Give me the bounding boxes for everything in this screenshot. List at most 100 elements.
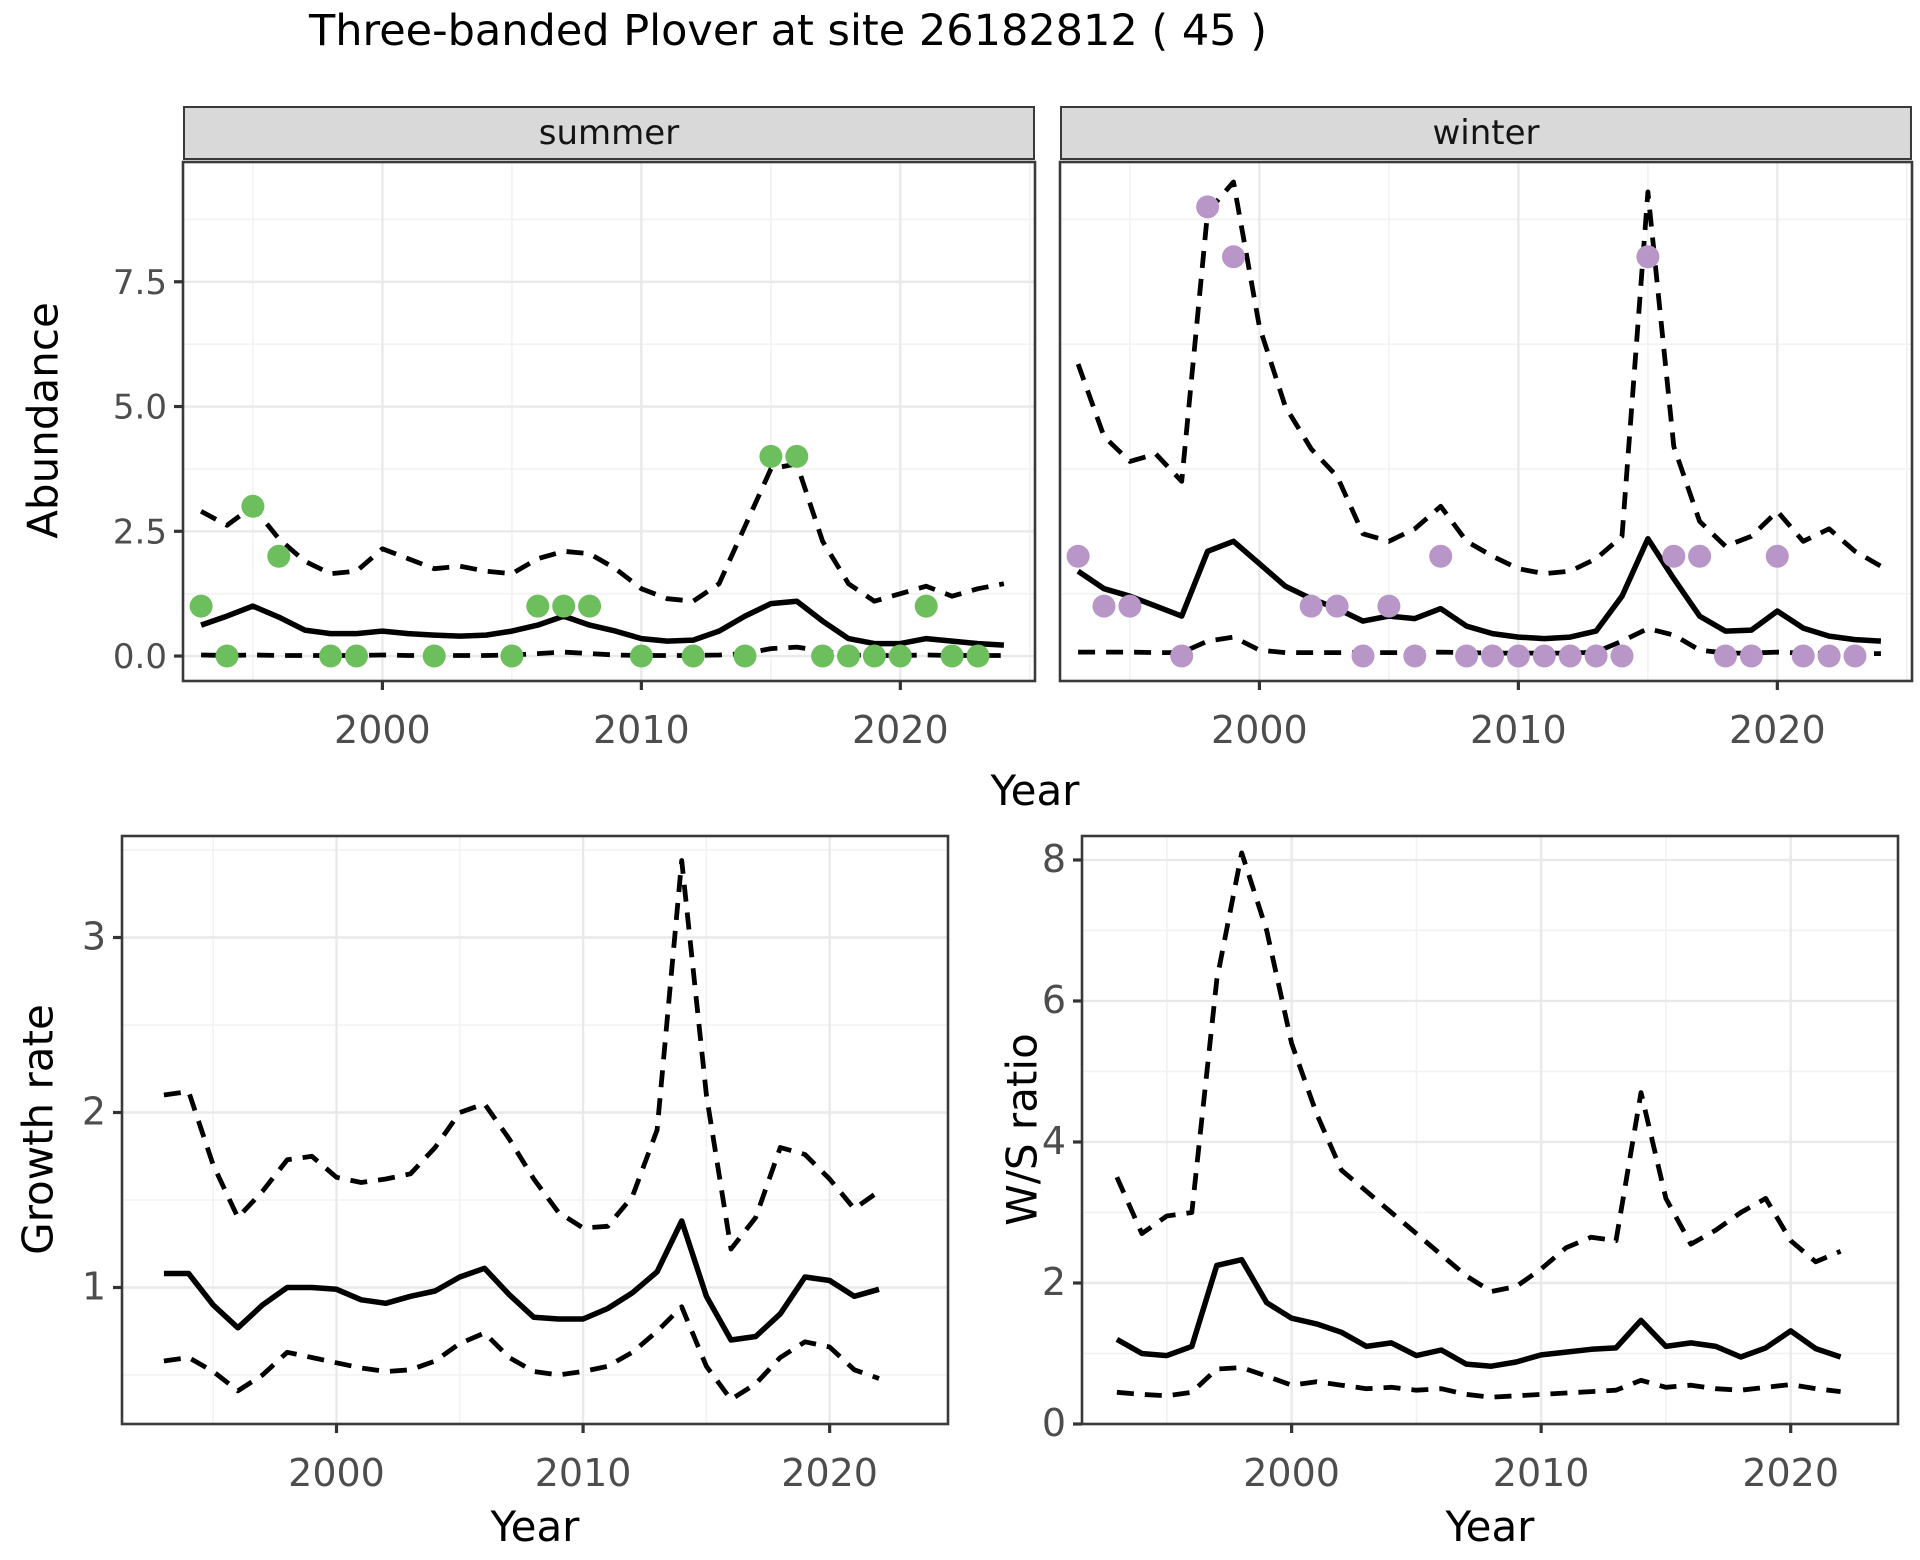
lower-ci-line	[201, 644, 1004, 658]
y-axis-title-ws-ratio: W/S ratio	[997, 1033, 1047, 1226]
data-point	[681, 644, 705, 668]
y-tick-label: 7.5	[113, 263, 167, 303]
x-tick-label: 2020	[852, 708, 949, 752]
data-point	[1066, 544, 1090, 568]
data-point	[319, 644, 343, 668]
median-line	[200, 598, 1005, 648]
x-tick-label: 2020	[781, 1451, 878, 1495]
data-point	[1714, 644, 1737, 668]
y-tick-label: 6	[1042, 978, 1066, 1022]
data-point	[966, 644, 990, 668]
x-tick-label: 2020	[1742, 1451, 1839, 1495]
x-tick-label: 2020	[1729, 708, 1826, 752]
panel-background	[1082, 836, 1898, 1424]
data-point	[1662, 544, 1686, 568]
data-point	[1170, 644, 1194, 668]
data-point	[1299, 594, 1323, 618]
data-point	[629, 644, 653, 668]
data-point	[1506, 644, 1530, 668]
panel-background	[122, 836, 948, 1424]
data-point	[1429, 544, 1453, 568]
x-tick-label: 2000	[334, 708, 431, 752]
data-point	[1610, 644, 1634, 668]
panel-background	[1060, 162, 1912, 681]
facet-strip-winter-label: winter	[1432, 113, 1540, 153]
data-point	[1843, 644, 1867, 668]
facet-strip-winter: winter	[1060, 106, 1912, 160]
data-point	[1817, 644, 1841, 668]
data-point	[1481, 644, 1504, 668]
upper-ci-line	[163, 858, 881, 1252]
median-line	[1115, 1256, 1842, 1369]
x-tick-label: 2010	[1493, 1451, 1590, 1495]
data-point	[526, 594, 550, 618]
data-point	[1325, 594, 1349, 618]
panel-border	[120, 834, 950, 1426]
data-point	[578, 594, 602, 618]
x-tick-label: 2000	[1243, 1451, 1340, 1495]
panel-ws_ratio: 2000 2010 2020 0 2 4 6 8	[1042, 834, 1900, 1495]
facet-strip-summer: summer	[183, 106, 1035, 160]
data-point	[1532, 644, 1556, 668]
y-tick-label: 4	[1042, 1119, 1066, 1163]
upper-ci-line	[199, 461, 1005, 604]
lower-ci-line	[163, 1304, 880, 1402]
data-point	[1455, 644, 1479, 668]
data-point	[785, 444, 809, 468]
data-point	[837, 644, 860, 668]
y-tick-label: 2.5	[113, 512, 167, 552]
data-point	[345, 644, 368, 668]
data-point	[1118, 594, 1142, 618]
data-point	[759, 444, 783, 468]
y-axis-title-abundance: Abundance	[18, 302, 68, 539]
data-point	[422, 644, 446, 668]
data-point	[1558, 644, 1582, 668]
y-tick-label: 1	[82, 1265, 106, 1309]
panel-border	[1080, 834, 1900, 1426]
y-tick-label: 2	[82, 1090, 106, 1134]
x-tick-label: 2010	[1470, 708, 1567, 752]
panel-border	[1058, 160, 1914, 683]
y-axis-title-growth-rate: Growth rate	[13, 1004, 63, 1255]
facet-strip-summer-label: summer	[538, 113, 680, 153]
data-point	[500, 644, 524, 668]
data-point	[1403, 644, 1427, 668]
data-point	[552, 594, 576, 618]
data-point	[1196, 195, 1220, 219]
y-tick-label: 3	[82, 915, 106, 959]
chart-title: Three-banded Plover at site 26182812 ( 4…	[308, 6, 1268, 56]
panel-border	[181, 160, 1037, 683]
x-axis-title-ws-ratio: Year	[1445, 1502, 1535, 1551]
x-tick-label: 2000	[288, 1451, 385, 1495]
data-point	[267, 544, 291, 568]
panel-background	[183, 162, 1035, 681]
panel-growth_rate: 2000 2010 2020 1 2 3	[82, 834, 950, 1495]
panel-abundance_winter: 2000 2010 2020	[1058, 160, 1914, 752]
data-point	[862, 644, 886, 668]
y-tick-label: 0.0	[113, 637, 167, 677]
data-point	[733, 644, 757, 668]
y-tick-label: 8	[1042, 837, 1066, 881]
data-point	[241, 494, 265, 518]
data-point	[1791, 644, 1815, 668]
upper-ci-line	[1114, 850, 1842, 1294]
panel-abundance_summer: 2000 2010 2020 0.0 2.5 5.0 7.5	[113, 160, 1037, 752]
x-tick-label: 2000	[1211, 708, 1308, 752]
y-tick-label: 0	[1042, 1401, 1066, 1445]
data-point	[1377, 594, 1401, 618]
lower-ci-line	[1116, 1365, 1841, 1400]
data-point	[1222, 245, 1245, 269]
x-axis-title-top: Year	[990, 766, 1080, 815]
data-point	[1092, 594, 1116, 618]
x-tick-label: 2010	[535, 1451, 632, 1495]
x-axis-title-growth-rate: Year	[490, 1502, 580, 1551]
data-point	[914, 594, 938, 618]
data-point	[1584, 644, 1608, 668]
y-tick-label: 5.0	[113, 388, 167, 428]
data-point	[940, 644, 964, 668]
median-line	[163, 1218, 880, 1343]
y-tick-label: 2	[1042, 1260, 1066, 1304]
data-point	[215, 644, 239, 668]
